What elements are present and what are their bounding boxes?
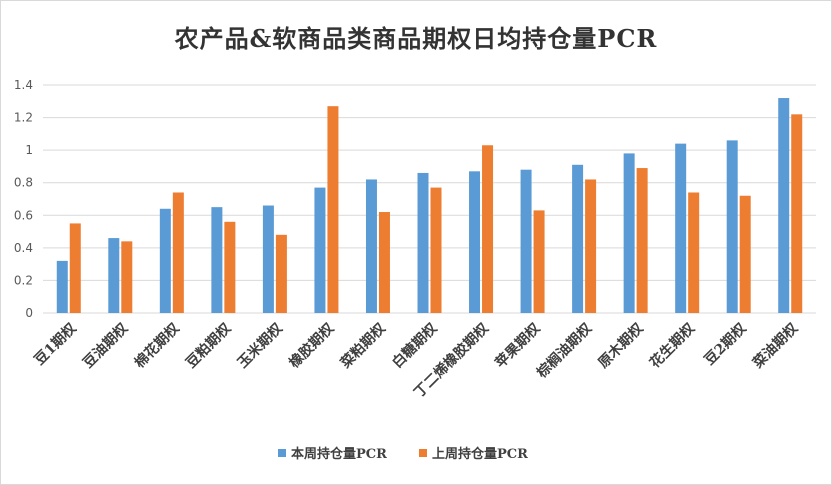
bar-this-week	[675, 143, 687, 313]
y-tick-label: 0.4	[14, 241, 33, 255]
bar-last-week	[739, 195, 751, 313]
legend-label: 上周持仓量PCR	[432, 446, 528, 462]
bar-this-week	[314, 187, 326, 313]
bar-this-week	[365, 179, 377, 313]
bar-last-week	[275, 234, 287, 313]
bar-this-week	[159, 208, 171, 313]
bar-this-week	[572, 164, 584, 313]
bar-last-week	[482, 145, 494, 313]
gridlines	[43, 84, 816, 314]
bar-last-week	[327, 106, 339, 314]
bar-last-week	[430, 187, 442, 313]
x-tick-label: 苹果期权	[492, 319, 544, 371]
bar-this-week	[623, 153, 635, 313]
bar-last-week	[224, 221, 236, 313]
chart-title: 农产品&软商品类商品期权日均持仓量PCR	[174, 24, 658, 53]
bar-this-week	[56, 260, 68, 313]
bar-this-week	[520, 169, 532, 313]
bar-this-week	[417, 172, 429, 313]
bar-this-week	[262, 205, 274, 313]
x-tick-label: 豆2期权	[701, 319, 750, 368]
legend-swatch	[278, 449, 286, 457]
bars	[56, 98, 803, 314]
bar-last-week	[172, 192, 184, 313]
y-tick-label: 0.2	[14, 273, 33, 287]
x-tick-label: 菜粕期权	[336, 319, 389, 372]
x-tick-label: 白糖期权	[389, 319, 441, 371]
bar-last-week	[585, 179, 597, 313]
legend-label: 本周持仓量PCR	[291, 446, 387, 462]
bar-this-week	[211, 207, 223, 313]
bar-last-week	[378, 212, 390, 313]
x-axis: 豆1期权 豆油期权 棉花期权 豆粕期权 玉米期权 橡胶期权 菜粕期权 白糖期权丁二烯橡胶期权苹…	[31, 319, 802, 401]
bar-this-week	[108, 238, 120, 313]
y-tick-label: 0.8	[14, 176, 33, 190]
bar-last-week	[791, 114, 803, 313]
bar-last-week	[121, 241, 133, 313]
bar-last-week	[69, 223, 81, 313]
x-tick-label: 豆1期权	[31, 319, 80, 368]
y-tick-label: 1	[25, 143, 33, 157]
bar-last-week	[688, 192, 700, 313]
bar-last-week	[636, 168, 648, 313]
y-tick-label: 1.4	[14, 78, 33, 92]
x-tick-label: 棉花期权	[131, 319, 183, 371]
bar-this-week	[726, 140, 738, 313]
y-axis: 0 0.2 0.4 0.6 0.8 1 1.2 1.4	[14, 78, 33, 320]
y-tick-label: 1.2	[14, 111, 33, 125]
x-tick-label: 棕榈油期权	[533, 319, 596, 382]
legend-swatch	[419, 449, 427, 457]
y-tick-label: 0	[25, 306, 33, 320]
bar-this-week	[778, 98, 790, 314]
x-tick-label: 花生期权	[646, 319, 698, 371]
x-tick-label: 豆油期权	[80, 319, 132, 371]
bar-this-week	[469, 171, 481, 313]
x-tick-label: 原木期权	[595, 319, 647, 371]
x-tick-label: 橡胶期权	[286, 319, 338, 371]
x-tick-label: 菜油期权	[749, 319, 802, 372]
x-tick-label: 玉米期权	[234, 319, 286, 371]
x-tick-label: 豆粕期权	[183, 319, 235, 371]
legend: 本周持仓量PCR 上周持仓量PCR	[278, 446, 528, 462]
y-tick-label: 0.6	[14, 208, 33, 222]
bar-last-week	[533, 210, 545, 313]
